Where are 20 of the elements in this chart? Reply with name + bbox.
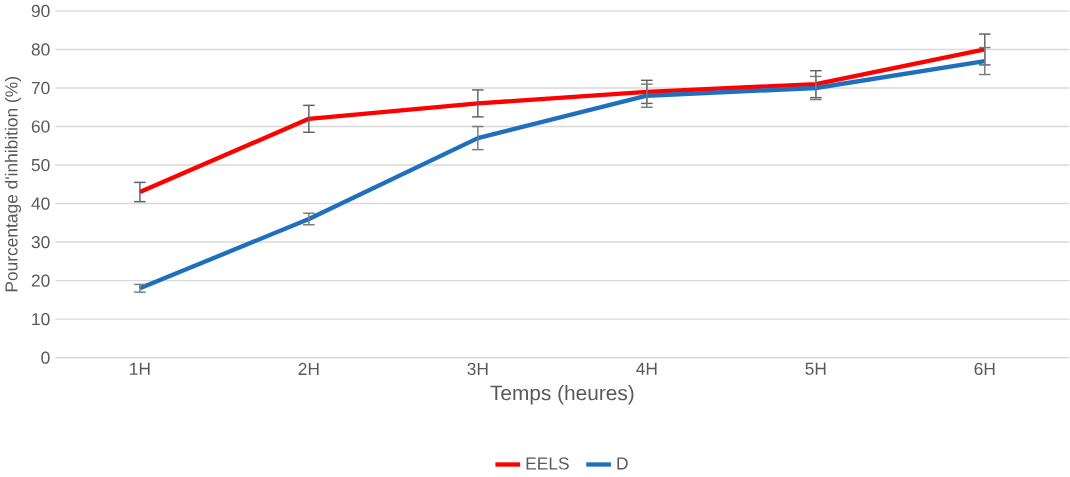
y-tick-label: 60 [31, 120, 50, 133]
y-axis-title: Pourcentage d'inhibition (%) [4, 76, 22, 292]
x-tick-label: 1H [130, 362, 150, 375]
y-tick-label: 40 [31, 197, 50, 210]
y-tick-label: 10 [32, 312, 50, 326]
y-tick-label: 50 [31, 158, 50, 171]
y-tick-label: 0 [41, 351, 50, 364]
x-tick-label: 3H [467, 362, 488, 375]
y-tick-label: 20 [31, 274, 50, 287]
x-axis-title: Temps (heures) [490, 384, 634, 405]
x-tick-label: 6H [974, 362, 995, 375]
y-tick-label: 90 [31, 4, 50, 17]
y-tick-label: 80 [31, 43, 50, 56]
y-tick-label: 30 [31, 235, 50, 249]
x-tick-label: 2H [298, 362, 319, 375]
legend-label: D [617, 457, 628, 470]
x-tick-label: 5H [805, 362, 826, 375]
legend-label: EELS [526, 457, 569, 470]
x-tick-label: 4H [636, 362, 657, 375]
y-tick-label: 70 [31, 81, 50, 94]
